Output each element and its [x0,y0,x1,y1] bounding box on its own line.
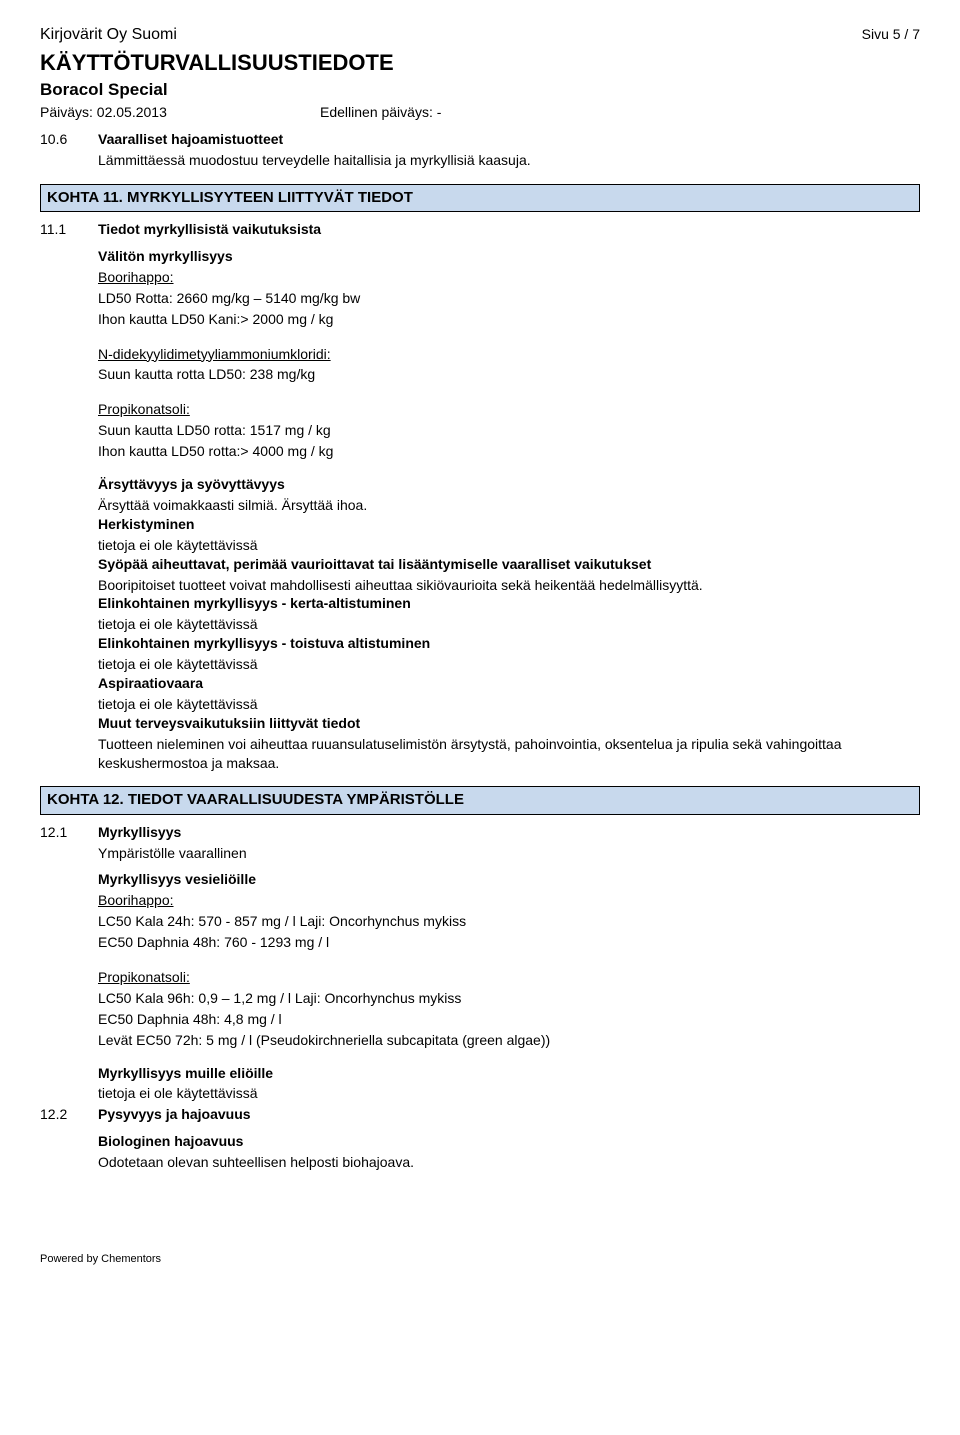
sub-heading: Aspiraatiovaara [98,674,920,693]
section-bar-12: KOHTA 12. TIEDOT VAARALLISUUDESTA YMPÄRI… [40,786,920,814]
section-title: Tiedot myrkyllisistä vaikutuksista [98,220,920,239]
body-text: Tuotteen nieleminen voi aiheuttaa ruuans… [98,735,920,773]
section-number: 12.1 [40,823,98,1104]
data-line: LC50 Kala 96h: 0,9 – 1,2 mg / l Laji: On… [98,989,920,1008]
data-line: Suun kautta LD50 rotta: 1517 mg / kg [98,421,920,440]
sub-heading: Herkistyminen [98,515,920,534]
sub-heading: Biologinen hajoavuus [98,1132,920,1151]
footer-text: Powered by Chementors [40,1252,920,1267]
data-line: Ihon kautta LD50 rotta:> 4000 mg / kg [98,442,920,461]
sub-heading: Elinkohtainen myrkyllisyys - toistuva al… [98,634,920,653]
data-line: Levät EC50 72h: 5 mg / l (Pseudokirchner… [98,1031,920,1050]
body-text: tietoja ei ole käytettävissä [98,695,920,714]
data-line: EC50 Daphnia 48h: 760 - 1293 mg / l [98,933,920,952]
previous-date-label: Edellinen päiväys: - [320,103,441,122]
body-text: tietoja ei ole käytettävissä [98,655,920,674]
section-title: Pysyvyys ja hajoavuus [98,1105,920,1124]
section-number: 12.2 [40,1105,98,1172]
section-body: Lämmittäessä muodostuu terveydelle haita… [98,151,920,170]
section-title: Vaaralliset hajoamistuotteet [98,130,920,149]
ingredient-label: Boorihappo: [98,891,920,910]
ingredient-label: Propikonatsoli: [98,400,920,419]
sub-heading: Syöpää aiheuttavat, perimää vaurioittava… [98,555,920,574]
body-text: Ympäristölle vaarallinen [98,844,920,863]
data-line: Ihon kautta LD50 Kani:> 2000 mg / kg [98,310,920,329]
company-name: Kirjovärit Oy Suomi [40,24,177,46]
section-number: 10.6 [40,130,98,170]
sub-heading: Myrkyllisyys muille eliöille [98,1064,920,1083]
sub-heading: Muut terveysvaikutuksiin liittyvät tiedo… [98,714,920,733]
body-text: Booripitoiset tuotteet voivat mahdollise… [98,576,920,595]
body-text: tietoja ei ole käytettävissä [98,615,920,634]
data-line: EC50 Daphnia 48h: 4,8 mg / l [98,1010,920,1029]
page-number: Sivu 5 / 7 [862,25,920,44]
section-number: 11.1 [40,220,98,772]
data-line: LC50 Kala 24h: 570 - 857 mg / l Laji: On… [98,912,920,931]
data-line: Suun kautta rotta LD50: 238 mg/kg [98,365,920,384]
body-text: Odotetaan olevan suhteellisen helposti b… [98,1153,920,1172]
sub-heading: Välitön myrkyllisyys [98,247,920,266]
ingredient-label: N-didekyylidimetyyliammoniumkloridi: [98,345,920,364]
body-text: tietoja ei ole käytettävissä [98,1084,920,1103]
body-text: tietoja ei ole käytettävissä [98,536,920,555]
sub-heading: Elinkohtainen myrkyllisyys - kerta-altis… [98,594,920,613]
sub-heading: Myrkyllisyys vesieliöille [98,870,920,889]
ingredient-label: Boorihappo: [98,268,920,287]
date-label: Päiväys: 02.05.2013 [40,103,320,122]
body-text: Ärsyttää voimakkaasti silmiä. Ärsyttää i… [98,496,920,515]
section-title: Myrkyllisyys [98,823,920,842]
section-bar-11: KOHTA 11. MYRKYLLISYYTEEN LIITTYVÄT TIED… [40,184,920,212]
data-line: LD50 Rotta: 2660 mg/kg – 5140 mg/kg bw [98,289,920,308]
document-title: KÄYTTÖTURVALLISUUSTIEDOTE [40,48,920,78]
ingredient-label: Propikonatsoli: [98,968,920,987]
product-name: Boracol Special [40,79,920,102]
sub-heading: Ärsyttävyys ja syövyttävyys [98,475,920,494]
